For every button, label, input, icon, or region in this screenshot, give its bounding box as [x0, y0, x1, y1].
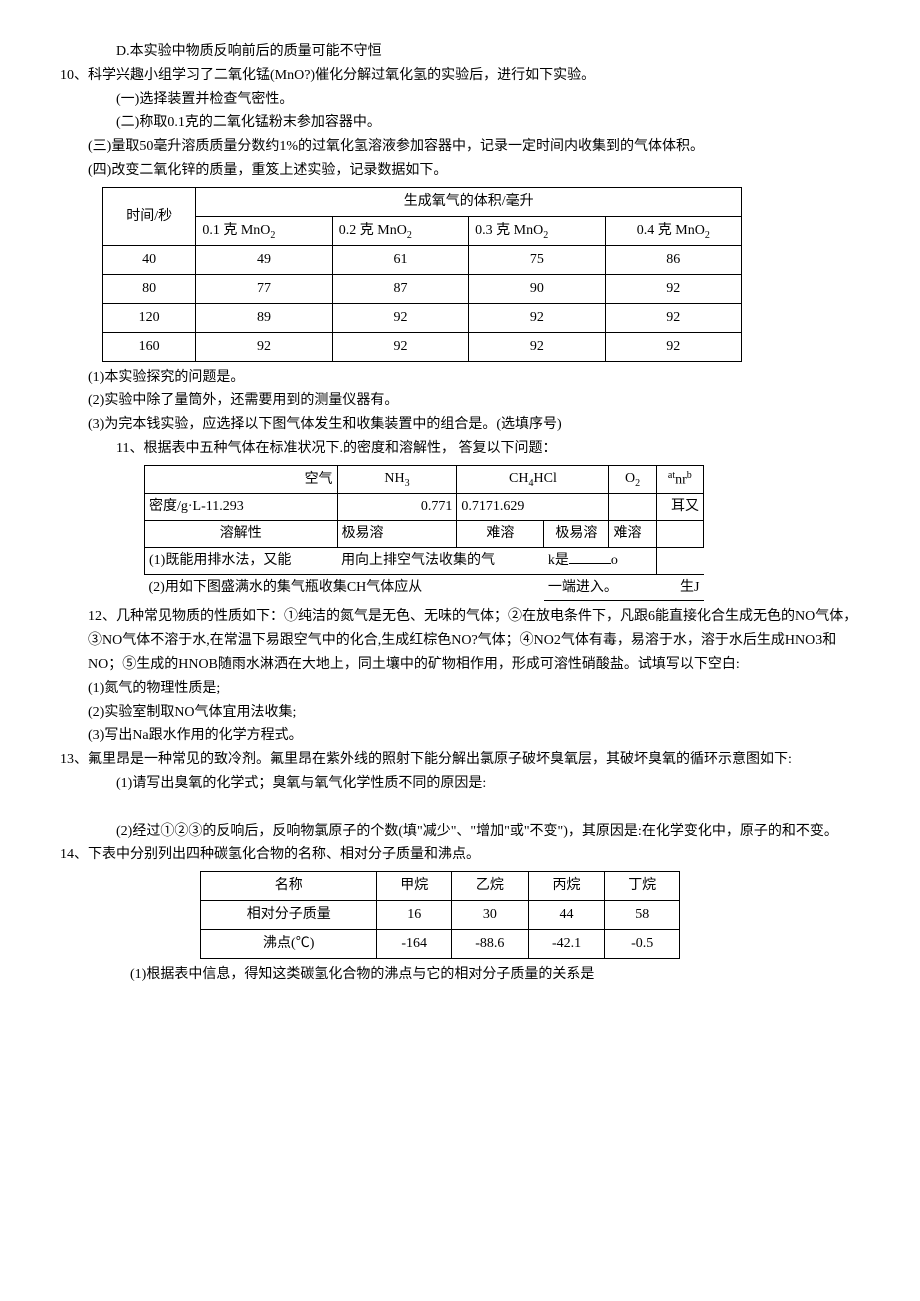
q11-sub1b: 用向上排空气法收集的气: [337, 547, 544, 574]
cell: 160: [103, 332, 196, 361]
cell: 40: [103, 246, 196, 275]
cell: 16: [377, 900, 452, 929]
q13-sub1: (1)请写出臭氧的化学式；臭氧与氧气化学性质不同的原因是:: [60, 772, 860, 796]
cell: 49: [196, 246, 332, 275]
q10-sub3: (3)为完本钱实验，应选择以下图气体发生和收集装置中的组合是。(选填序号): [60, 413, 860, 437]
q10-step3: (三)量取50毫升溶质质量分数约1%的过氧化氢溶液参加容器中，记录一定时间内收集…: [60, 135, 860, 159]
q10-step4: (四)改变二氧化锌的质量，重笈上述实验，记录数据如下。: [60, 159, 860, 183]
q12-stem: 12、几种常见物质的性质如下：①纯洁的氮气是无色、无味的气体；②在放电条件下，凡…: [60, 605, 860, 676]
h-nh3: NH3: [337, 465, 457, 493]
q11-sub1a: (1)既能用排水法，又能: [145, 547, 338, 574]
cell: 75: [469, 246, 605, 275]
cell: 58: [605, 900, 680, 929]
cell: 丙烷: [528, 872, 605, 901]
cell: 乙烷: [451, 872, 528, 901]
h-ch4hcl: CH4HCl: [457, 465, 609, 493]
cell: 相对分子质量: [201, 900, 377, 929]
cell: 92: [605, 332, 741, 361]
q12-sub3: (3)写出Na跟水作用的化学方程式。: [60, 724, 860, 748]
cell: -88.6: [451, 929, 528, 958]
cell: 沸点(℃): [201, 929, 377, 958]
cell: 89: [196, 303, 332, 332]
q10-sub1: (1)本实验探究的问题是。: [60, 366, 860, 390]
r1-v3: [609, 494, 656, 521]
q10-sub2: (2)实验中除了量筒外，还需要用到的测量仪器有。: [60, 389, 860, 413]
cell: 92: [605, 303, 741, 332]
h-o2: O2: [609, 465, 656, 493]
cell: -164: [377, 929, 452, 958]
q11-stem: 11、根据表中五种气体在标准状况下.的密度和溶解性， 答复以下问题：: [60, 437, 860, 461]
q13-sub2: (2)经过①②③的反响后，反响物氯原子的个数(填"减少"、"增加"或"不变")，…: [60, 820, 860, 844]
cell: 90: [469, 275, 605, 304]
cell: 92: [469, 303, 605, 332]
r2-label: 溶解性: [145, 521, 338, 548]
cell: -0.5: [605, 929, 680, 958]
r2-v5: [656, 521, 703, 548]
cell: 名称: [201, 872, 377, 901]
r1-v2: 0.7171.629: [457, 494, 609, 521]
r2-v2: 难溶: [457, 521, 544, 548]
option-d: D.本实验中物质反响前后的质量可能不守恒: [60, 40, 860, 64]
col3: 0.3 克 MnO2: [469, 216, 605, 246]
cell: 87: [332, 275, 468, 304]
r2-v3: 极易溶: [544, 521, 609, 548]
r1-v4: 耳又: [656, 494, 703, 521]
cell: 80: [103, 275, 196, 304]
cell: -42.1: [528, 929, 605, 958]
th-volume: 生成氧气的体积/毫升: [196, 187, 742, 216]
q11-sub2a: (2)用如下图盛满水的集气瓶收集CH气体应从: [145, 574, 544, 601]
cell: 92: [605, 275, 741, 304]
q11-sub1c: k是o: [544, 547, 656, 574]
cell: 120: [103, 303, 196, 332]
q11-sub1e: [656, 547, 703, 574]
q13-stem: 13、氟里昂是一种常见的致冷剂。氟里昂在紫外线的照射下能分解出氯原子破坏臭氧层，…: [60, 748, 860, 772]
cell: 92: [332, 332, 468, 361]
q12-sub1: (1)氮气的物理性质是;: [60, 677, 860, 701]
col1: 0.1 克 MnO2: [196, 216, 332, 246]
cell: 92: [196, 332, 332, 361]
q14-sub1: (1)根据表中信息，得知这类碳氢化合物的沸点与它的相对分子质量的关系是: [60, 963, 860, 987]
q12-sub2: (2)实验室制取NO气体宜用法收集;: [60, 701, 860, 725]
th-time: 时间/秒: [103, 187, 196, 246]
q14-stem: 14、下表中分别列出四种碳氢化合物的名称、相对分子质量和沸点。: [60, 843, 860, 867]
col2: 0.2 克 MnO2: [332, 216, 468, 246]
cell: 61: [332, 246, 468, 275]
q11-sub2c: 生J: [656, 574, 703, 601]
cell: 30: [451, 900, 528, 929]
r1-label: 密度/g·L-11.293: [145, 494, 338, 521]
h-air: 空气: [145, 465, 338, 493]
cell: 甲烷: [377, 872, 452, 901]
q10-stem: 10、科学兴趣小组学习了二氧化锰(MnO?)催化分解过氧化氢的实验后，进行如下实…: [60, 64, 860, 88]
cell: 44: [528, 900, 605, 929]
cell: 92: [332, 303, 468, 332]
q11-table: 空气 NH3 CH4HCl O2 atnrb 密度/g·L-11.293 0.7…: [144, 465, 704, 602]
q10-step2: (二)称取0.1克的二氧化锰粉末参加容器中。: [60, 111, 860, 135]
cell: 丁烷: [605, 872, 680, 901]
q11-sub2b: 一端进入。: [544, 574, 656, 601]
col4: 0.4 克 MnO2: [605, 216, 741, 246]
r2-v1: 极易溶: [337, 521, 457, 548]
r1-v1: 0.771: [337, 494, 457, 521]
h-last: atnrb: [656, 465, 703, 493]
q10-step1: (一)选择装置并检查气密性。: [60, 88, 860, 112]
q14-table: 名称甲烷乙烷丙烷丁烷 相对分子质量16304458 沸点(℃)-164-88.6…: [200, 871, 680, 958]
q10-table: 时间/秒 生成氧气的体积/毫升 0.1 克 MnO2 0.2 克 MnO2 0.…: [102, 187, 742, 362]
cell: 92: [469, 332, 605, 361]
r2-v4: 难溶: [609, 521, 656, 548]
cell: 86: [605, 246, 741, 275]
cell: 77: [196, 275, 332, 304]
